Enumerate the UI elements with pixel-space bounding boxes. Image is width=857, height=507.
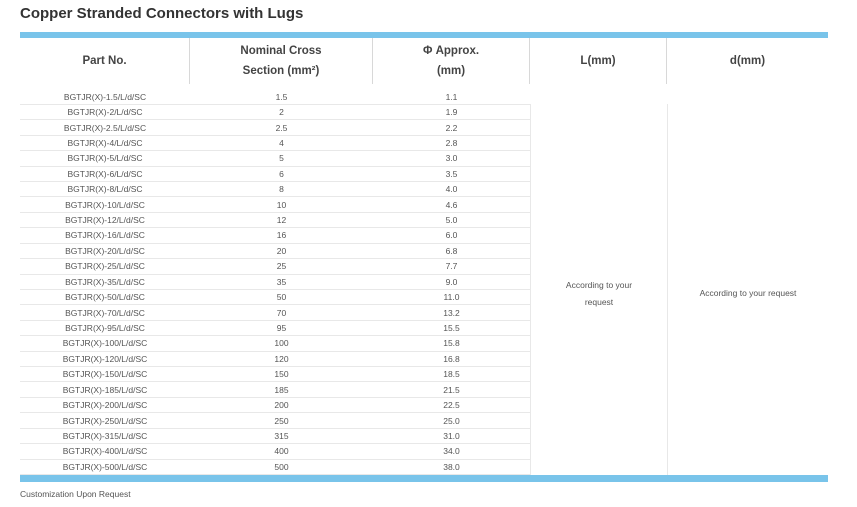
table-cell: 31.0 [373,429,530,445]
table-cell: BGTJR(X)-35/L/d/SC [20,275,190,290]
table-cell: 38.0 [373,460,530,475]
table-cell: 8 [190,182,373,198]
table-cell: BGTJR(X)-250/L/d/SC [20,413,190,429]
table-cell: 95 [190,321,373,337]
table-cell: 3.5 [373,167,530,182]
table-cell: BGTJR(X)-500/L/d/SC [20,460,190,475]
table-cell: 20 [190,244,373,260]
table-cell: BGTJR(X)-8/L/d/SC [20,182,190,198]
l-note: According to your request [530,104,667,475]
table-cell: BGTJR(X)-50/L/d/SC [20,290,190,306]
table-cell: BGTJR(X)-120/L/d/SC [20,352,190,368]
table-cell: 70 [190,305,373,321]
table-cell: 200 [190,398,373,414]
table-cell: 6.0 [373,228,530,244]
column-header: Part No. [20,38,190,84]
table-cell: BGTJR(X)-10/L/d/SC [20,197,190,213]
table-cell: 16 [190,228,373,244]
table-cell: BGTJR(X)-1.5/L/d/SC [20,90,190,105]
table-cell: 100 [190,336,373,352]
table-cell: 15.5 [373,321,530,337]
footer-note: Customization Upon Request [20,489,131,499]
table-cell: 4 [190,136,373,152]
table-cell: 21.5 [373,382,530,398]
table-cell: 25 [190,259,373,275]
table-cell: 185 [190,382,373,398]
table-cell: 315 [190,429,373,445]
table-cell: 35 [190,275,373,290]
table-cell: BGTJR(X)-150/L/d/SC [20,367,190,383]
table-cell: 1.5 [190,90,373,105]
table-cell: 10 [190,197,373,213]
bottom-rule [20,475,828,482]
table-cell: 34.0 [373,444,530,460]
table-cell: BGTJR(X)-70/L/d/SC [20,305,190,321]
table-cell: BGTJR(X)-16/L/d/SC [20,228,190,244]
table-cell: BGTJR(X)-2.5/L/d/SC [20,120,190,136]
table-cell: 12 [190,213,373,229]
column-header: Nominal Cross Section (mm²) [190,38,373,84]
table-cell: 22.5 [373,398,530,414]
table-cell: 18.5 [373,367,530,383]
column-header: L(mm) [530,38,667,84]
table-cell: BGTJR(X)-20/L/d/SC [20,244,190,260]
table-cell: 13.2 [373,305,530,321]
table-cell: 250 [190,413,373,429]
table-cell: 2.2 [373,120,530,136]
table-cell: 1.9 [373,105,530,121]
table-cell: BGTJR(X)-5/L/d/SC [20,151,190,167]
table-cell: 25.0 [373,413,530,429]
table-cell: 400 [190,444,373,460]
table-cell: BGTJR(X)-95/L/d/SC [20,321,190,337]
top-rule [20,32,828,38]
table-cell: 2.5 [190,120,373,136]
table-cell: BGTJR(X)-200/L/d/SC [20,398,190,414]
table-cell: 5.0 [373,213,530,229]
column-header: d(mm) [729,55,766,67]
table-cell: 7.7 [373,259,530,275]
table-cell: 5 [190,151,373,167]
table-cell: 6 [190,167,373,182]
table-cell: BGTJR(X)-6/L/d/SC [20,167,190,182]
table-cell: 6.8 [373,244,530,260]
table-cell: BGTJR(X)-400/L/d/SC [20,444,190,460]
table-cell: BGTJR(X)-2/L/d/SC [20,105,190,121]
table-cell: 150 [190,367,373,383]
table-cell: 11.0 [373,290,530,306]
table-cell: BGTJR(X)-185/L/d/SC [20,382,190,398]
table-cell: 50 [190,290,373,306]
table-cell: 4.0 [373,182,530,198]
table-cell: 2.8 [373,136,530,152]
table-cell: BGTJR(X)-25/L/d/SC [20,259,190,275]
table-cell: 1.1 [373,90,530,105]
table-cell: 2 [190,105,373,121]
table-cell: 9.0 [373,275,530,290]
table-cell: 16.8 [373,352,530,368]
table-cell: BGTJR(X)-12/L/d/SC [20,213,190,229]
table-cell: BGTJR(X)-100/L/d/SC [20,336,190,352]
table-cell: 3.0 [373,151,530,167]
table-cell: 15.8 [373,336,530,352]
d-note: According to your request [667,104,828,475]
table-cell: 500 [190,460,373,475]
table-cell: BGTJR(X)-4/L/d/SC [20,136,190,152]
table-cell: BGTJR(X)-315/L/d/SC [20,429,190,445]
column-header: Φ Approx. (mm) [373,38,530,84]
table-cell: 4.6 [373,197,530,213]
table-cell: 120 [190,352,373,368]
title: Copper Stranded Connectors with Lugs [20,5,304,22]
